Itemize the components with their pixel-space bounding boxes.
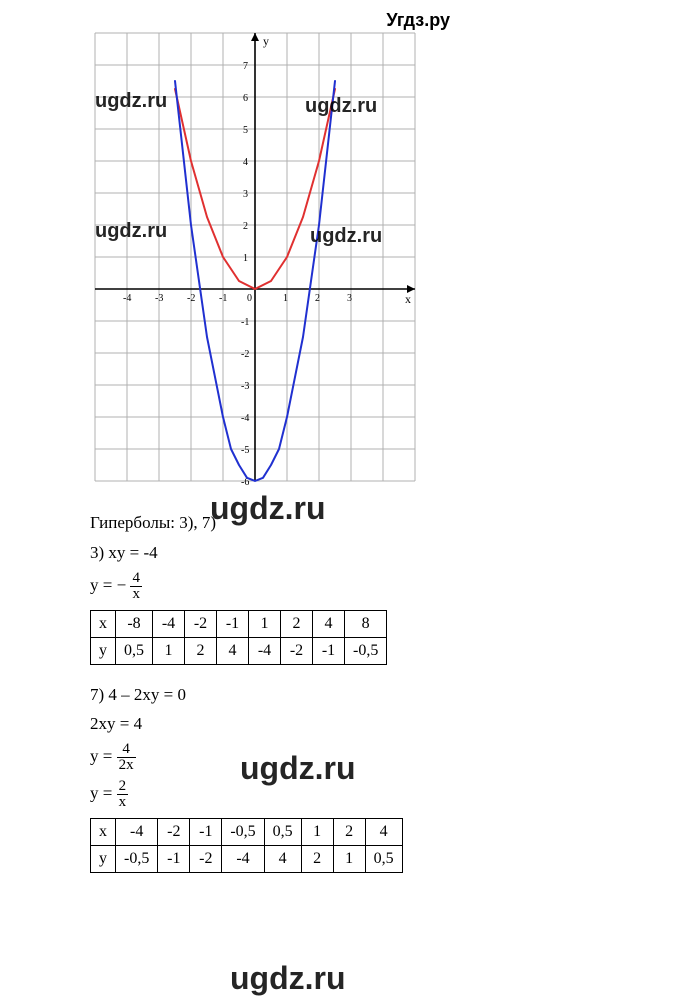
table-cell: -1 [190, 819, 222, 846]
table-cell: -4 [222, 846, 264, 873]
svg-text:-4: -4 [123, 293, 131, 304]
svg-text:2: 2 [243, 221, 248, 232]
problem3-fraction: 4x [130, 571, 142, 602]
svg-text:1: 1 [283, 293, 288, 304]
problem3-table: x-8-4-2-11248y0,5124-4-2-1-0,5 [90, 610, 387, 665]
hyperbola-heading: Гиперболы: 3), 7) [90, 511, 605, 535]
table-cell: 1 [153, 637, 185, 664]
table-cell: 2 [301, 846, 333, 873]
page-root: Угдз.ру yx-4-3-2-112301234567-1-2-3-4-5-… [0, 0, 680, 873]
svg-text:-2: -2 [187, 293, 195, 304]
problem7-fraction2: 2x [117, 779, 129, 810]
problem7-title: 7) 4 – 2xy = 0 [90, 683, 605, 707]
table-cell: 1 [249, 610, 281, 637]
problem3-title: 3) xy = -4 [90, 541, 605, 565]
svg-text:-1: -1 [219, 293, 227, 304]
svg-text:4: 4 [243, 157, 248, 168]
problem7-table: x-4-2-1-0,50,5124y-0,5-1-2-44210,5 [90, 818, 403, 873]
problem7-line2: 2xy = 4 [90, 712, 605, 736]
svg-text:0: 0 [247, 293, 252, 304]
svg-text:-1: -1 [241, 317, 249, 328]
table-cell: 4 [313, 610, 345, 637]
svg-text:-3: -3 [241, 381, 249, 392]
table-cell: 1 [333, 846, 365, 873]
watermark-text: ugdz.ru [230, 960, 346, 997]
svg-text:2: 2 [315, 293, 320, 304]
table-cell: -4 [116, 819, 158, 846]
table-header-x: x [91, 819, 116, 846]
svg-text:1: 1 [243, 253, 248, 264]
table-header-x: x [91, 610, 116, 637]
svg-text:-2: -2 [241, 349, 249, 360]
svg-text:-5: -5 [241, 445, 249, 456]
table-cell: -2 [158, 819, 190, 846]
svg-text:6: 6 [243, 93, 248, 104]
chart-svg: yx-4-3-2-112301234567-1-2-3-4-5-6 [90, 28, 420, 486]
header-site-link[interactable]: Угдз.ру [386, 10, 450, 31]
table-cell: -2 [185, 610, 217, 637]
table-cell: -8 [116, 610, 153, 637]
table-cell: -4 [249, 637, 281, 664]
table-cell: -0,5 [116, 846, 158, 873]
problem7-derived1: y = 42x [90, 742, 605, 773]
svg-text:-3: -3 [155, 293, 163, 304]
problem3-derived: y = − 4x [90, 571, 605, 602]
table-cell: 4 [264, 846, 301, 873]
table-cell: 2 [281, 610, 313, 637]
svg-text:7: 7 [243, 61, 248, 72]
table-cell: 4 [365, 819, 402, 846]
table-header-y: y [91, 846, 116, 873]
svg-text:-4: -4 [241, 413, 249, 424]
table-cell: 0,5 [264, 819, 301, 846]
table-cell: -0,5 [222, 819, 264, 846]
table-cell: -2 [190, 846, 222, 873]
problem7-fraction1: 42x [117, 742, 136, 773]
parabola-chart: yx-4-3-2-112301234567-1-2-3-4-5-6 [90, 28, 605, 491]
table-cell: 1 [301, 819, 333, 846]
table-cell: -1 [217, 610, 249, 637]
svg-text:3: 3 [243, 189, 248, 200]
svg-text:3: 3 [347, 293, 352, 304]
table-cell: 8 [345, 610, 387, 637]
table-cell: -1 [158, 846, 190, 873]
table-cell: 2 [185, 637, 217, 664]
table-header-y: y [91, 637, 116, 664]
table-cell: -1 [313, 637, 345, 664]
problem7-derived2: y = 2x [90, 779, 605, 810]
table-cell: -4 [153, 610, 185, 637]
svg-text:y: y [263, 34, 269, 48]
table-cell: -2 [281, 637, 313, 664]
svg-text:x: x [405, 292, 411, 306]
table-cell: 4 [217, 637, 249, 664]
table-cell: 0,5 [116, 637, 153, 664]
table-cell: -0,5 [345, 637, 387, 664]
svg-text:5: 5 [243, 125, 248, 136]
table-cell: 2 [333, 819, 365, 846]
table-cell: 0,5 [365, 846, 402, 873]
